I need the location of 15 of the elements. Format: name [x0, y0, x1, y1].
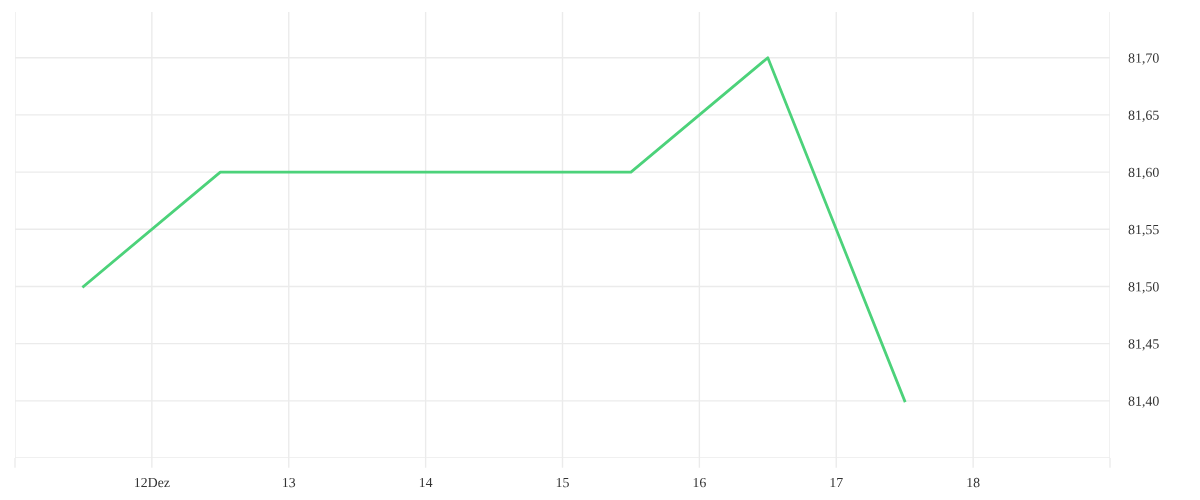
y-tick-label: 81,60	[1128, 167, 1159, 180]
y-tick-label: 81,45	[1128, 339, 1159, 351]
x-tick-label: 17	[830, 477, 843, 488]
y-tick-label: 81,65	[1128, 110, 1159, 122]
x-tick-label: 14	[419, 477, 433, 488]
x-tick-label: 18	[967, 477, 980, 488]
y-tick-label: 81,40	[1128, 396, 1159, 408]
x-tick-label: 12Dez	[134, 477, 170, 488]
line-series	[82, 56, 907, 403]
y-tick-label: 81,70	[1128, 53, 1159, 65]
x-tick-label: 15	[556, 477, 569, 488]
y-tick-label: 81,55	[1128, 224, 1159, 237]
x-tick-label: 13	[283, 477, 296, 488]
x-tick-label: 16	[693, 477, 706, 488]
y-tick-label: 81,50	[1128, 282, 1159, 294]
